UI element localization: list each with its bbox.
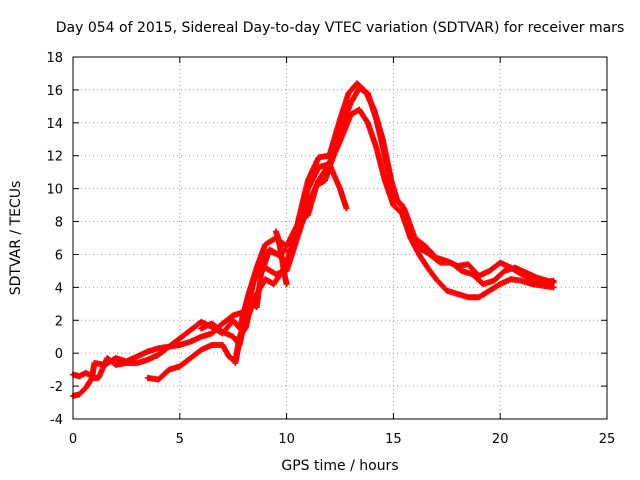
y-tick-label: 0	[55, 347, 63, 362]
data-point	[283, 246, 290, 253]
data-marks	[70, 80, 557, 399]
data-point	[283, 281, 290, 288]
y-tick-label: 4	[55, 281, 63, 296]
y-tick-label: -2	[50, 380, 63, 395]
series-track-f	[272, 228, 290, 288]
y-tick-label: 10	[46, 183, 63, 198]
y-tick-label: 12	[46, 150, 63, 165]
y-tick-label: -4	[50, 413, 63, 428]
x-tick-label: 5	[176, 432, 184, 447]
x-tick-labels: 0 5 10 15 20 25	[69, 432, 615, 447]
data-point	[550, 284, 557, 291]
series-track-c	[144, 106, 557, 383]
y-tick-label: 2	[55, 314, 63, 329]
y-tick-labels: -4 -2 0 2 4 6 8 10 12 14 16 18	[46, 51, 63, 428]
data-point	[343, 205, 350, 212]
x-tick-label: 10	[278, 432, 295, 447]
chart-title: Day 054 of 2015, Sidereal Day-to-day VTE…	[56, 20, 624, 36]
x-tick-label: 25	[599, 432, 616, 447]
plot-frame	[72, 56, 608, 420]
y-tick-label: 16	[46, 84, 63, 99]
y-axis-label: SDTVAR / TECUs	[8, 181, 24, 296]
series-track-a	[70, 80, 557, 380]
y-tick-label: 6	[55, 248, 63, 263]
y-tick-label: 14	[46, 117, 63, 132]
series-track-e	[232, 246, 290, 367]
x-axis-label: GPS time / hours	[281, 458, 398, 474]
y-tick-label: 8	[55, 216, 63, 231]
x-tick-label: 15	[385, 432, 402, 447]
x-tick-label: 0	[69, 432, 77, 447]
series-track-d	[198, 160, 350, 348]
x-tick-label: 20	[492, 432, 509, 447]
y-tick-label: 18	[46, 51, 63, 66]
grid-layer	[73, 57, 607, 419]
